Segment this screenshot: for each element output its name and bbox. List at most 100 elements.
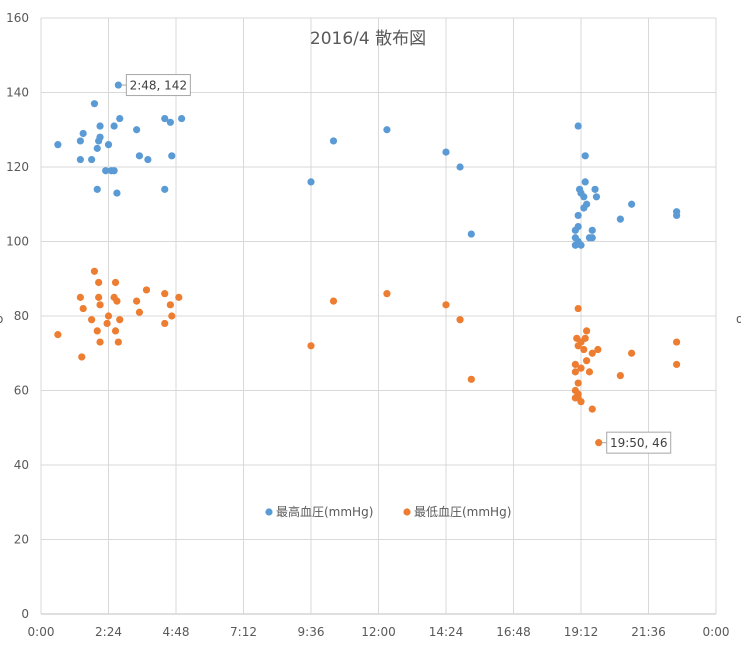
legend-marker: [403, 508, 411, 516]
systolic-point: [442, 148, 450, 156]
diastolic-point: [456, 316, 464, 324]
systolic-point: [110, 167, 118, 175]
systolic-point: [90, 100, 99, 108]
x-tick-label: 9:36: [298, 625, 325, 639]
systolic-point: [54, 141, 62, 149]
diastolic-point: [166, 301, 174, 309]
series-1: [54, 81, 681, 249]
systolic-point: [574, 223, 582, 231]
x-tick-label: 0:00: [703, 625, 730, 639]
x-tick-label: 4:48: [163, 625, 190, 639]
y-axis-tick-labels: 0 20 40 60 80 100 120 140 160: [6, 11, 29, 621]
diastolic-point: [571, 368, 579, 376]
systolic-point: [113, 189, 121, 197]
legend[interactable]: 最高血圧(mmHg) 最低血圧(mmHg): [265, 504, 511, 519]
diastolic-point: [111, 327, 120, 335]
diastolic-point: [95, 293, 103, 301]
diastolic-point: [673, 338, 681, 346]
data-callout: 19:50, 46: [601, 431, 672, 454]
diastolic-point: [175, 293, 183, 301]
chart-title: 2016/4 散布図: [310, 29, 426, 49]
systolic-point: [307, 178, 315, 186]
diastolic-point: [104, 312, 113, 320]
diastolic-point: [628, 349, 636, 357]
diastolic-point: [168, 312, 176, 320]
y-tick-label: 120: [6, 160, 29, 174]
legend-label: 最高血圧(mmHg): [276, 504, 373, 519]
systolic-point: [456, 163, 464, 171]
systolic-point: [133, 126, 141, 134]
systolic-point: [168, 152, 176, 160]
diastolic-point: [594, 345, 602, 354]
diastolic-point: [161, 290, 169, 298]
data-callouts: 2:48, 142 19:50, 46: [121, 74, 672, 454]
x-tick-label: 0:00: [28, 625, 55, 639]
systolic-point: [467, 230, 475, 238]
x-tick-label: 14:24: [429, 625, 464, 639]
systolic-point: [104, 141, 113, 149]
diastolic-point: [133, 297, 141, 305]
diastolic-point: [78, 353, 86, 361]
systolic-point: [76, 155, 84, 164]
diastolic-point: [442, 301, 450, 309]
y-tick-label: 20: [14, 533, 29, 547]
systolic-point: [588, 234, 596, 242]
left-edge-glyph: o: [0, 312, 3, 326]
legend-label: 最低血圧(mmHg): [414, 505, 511, 519]
systolic-point: [93, 144, 101, 152]
gridlines: [40, 17, 717, 615]
x-tick-label: 7:12: [230, 625, 257, 639]
systolic-point: [577, 241, 585, 249]
callout-label: 19:50, 46: [610, 436, 667, 450]
diastolic-point: [574, 304, 582, 313]
diastolic-point: [581, 334, 589, 342]
x-axis-tick-labels: 0:00 2:24 4:48 7:12 9:36 12:00 14:24 16:48 19:12…: [28, 625, 730, 639]
legend-item-2[interactable]: 最低血圧(mmHg): [403, 505, 511, 519]
systolic-point: [580, 193, 588, 201]
systolic-point: [93, 185, 101, 193]
diastolic-point: [616, 372, 624, 380]
y-tick-label: 80: [14, 309, 29, 323]
data-callout: 2:48, 142: [121, 74, 191, 97]
systolic-point: [616, 215, 624, 223]
diastolic-point: [96, 338, 104, 346]
diastolic-point: [571, 360, 579, 369]
diastolic-point: [574, 379, 582, 387]
callout-box: [606, 431, 672, 454]
diastolic-point: [95, 278, 103, 287]
diastolic-point: [161, 319, 169, 328]
diastolic-point: [588, 405, 596, 413]
diastolic-point: [577, 398, 585, 406]
systolic-point: [628, 200, 636, 208]
diastolic-point: [383, 290, 391, 298]
systolic-point: [673, 211, 681, 220]
systolic-point: [329, 137, 338, 145]
diastolic-point: [135, 308, 144, 316]
systolic-point: [110, 122, 118, 130]
systolic-point: [592, 193, 601, 201]
diastolic-point: [88, 316, 96, 324]
y-tick-label: 0: [21, 607, 29, 621]
y-tick-label: 40: [14, 458, 29, 472]
diastolic-point: [142, 286, 151, 294]
x-tick-label: 19:12: [564, 625, 599, 639]
systolic-point: [135, 152, 144, 160]
diastolic-point: [93, 327, 101, 335]
systolic-point: [166, 118, 174, 126]
systolic-point: [161, 114, 169, 123]
right-edge-glyph: o: [736, 312, 741, 326]
systolic-point: [96, 122, 104, 130]
systolic-point: [79, 129, 87, 138]
diastolic-point: [577, 364, 585, 372]
systolic-point: [581, 152, 589, 160]
series-2: [54, 267, 681, 447]
legend-item-1[interactable]: 最高血圧(mmHg): [265, 504, 373, 519]
systolic-point: [76, 137, 84, 145]
callout-box: [125, 74, 191, 97]
x-tick-label: 21:36: [631, 625, 666, 639]
diastolic-point: [588, 349, 596, 357]
diastolic-point: [79, 304, 87, 313]
diastolic-point: [76, 293, 84, 301]
diastolic-point: [574, 342, 582, 350]
